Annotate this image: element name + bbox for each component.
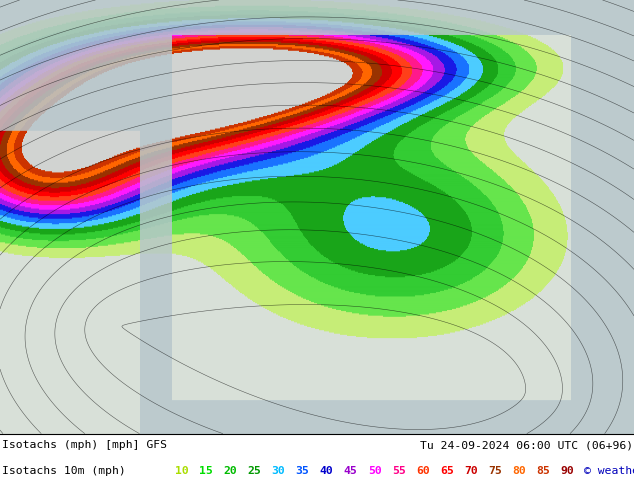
Text: Isotachs 10m (mph): Isotachs 10m (mph) — [2, 466, 126, 476]
Text: 80: 80 — [512, 466, 526, 476]
Text: 20: 20 — [223, 466, 237, 476]
Text: 40: 40 — [320, 466, 333, 476]
Text: 30: 30 — [271, 466, 285, 476]
Text: 10: 10 — [175, 466, 189, 476]
Text: 50: 50 — [368, 466, 382, 476]
Text: Tu 24-09-2024 06:00 UTC (06+96): Tu 24-09-2024 06:00 UTC (06+96) — [420, 441, 633, 450]
Text: 35: 35 — [295, 466, 309, 476]
Text: 75: 75 — [488, 466, 502, 476]
Text: 25: 25 — [247, 466, 261, 476]
Text: 55: 55 — [392, 466, 406, 476]
Text: © weatheronline.co.uk: © weatheronline.co.uk — [584, 466, 634, 476]
Text: 65: 65 — [440, 466, 454, 476]
Text: 70: 70 — [464, 466, 478, 476]
Text: 45: 45 — [344, 466, 358, 476]
Text: 60: 60 — [416, 466, 430, 476]
Text: Isotachs (mph) [mph] GFS: Isotachs (mph) [mph] GFS — [2, 441, 167, 450]
Text: 90: 90 — [560, 466, 574, 476]
Text: 15: 15 — [199, 466, 213, 476]
Text: 85: 85 — [536, 466, 550, 476]
